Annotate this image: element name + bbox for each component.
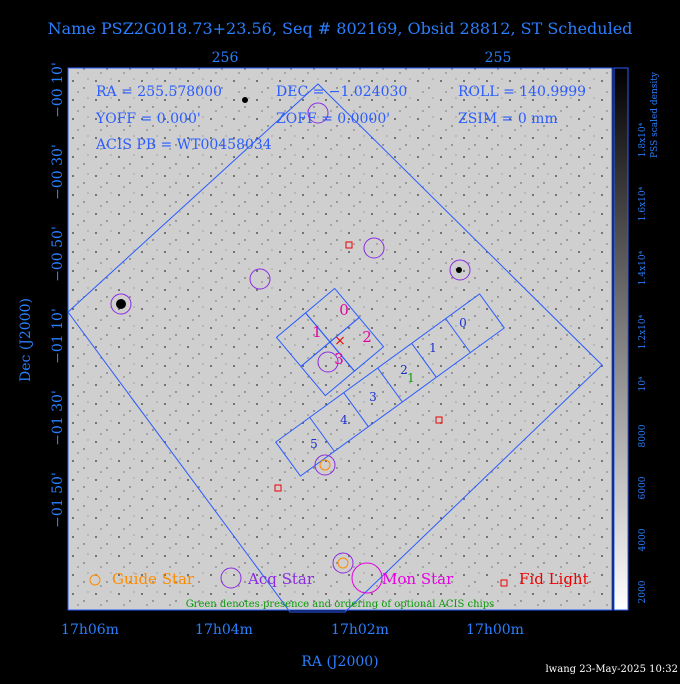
s-chip-label: 0 <box>459 316 467 330</box>
colorbar <box>613 67 629 611</box>
i-chip-label: 3 <box>334 350 344 368</box>
bottom-tick-label: 17h04m <box>195 622 253 638</box>
colorbar-label: 2000 <box>638 580 648 603</box>
x-axis-title: RA (J2000) <box>301 654 378 670</box>
s-chip-label: 3 <box>369 390 377 404</box>
fid-lights <box>274 241 508 587</box>
info-roll: ROLL = 140.9999 <box>458 84 586 100</box>
colorbar-label: 1.8x10⁴ <box>638 122 648 157</box>
acq-stars <box>110 102 471 589</box>
info-dec: DEC = −1.024030 <box>276 84 407 100</box>
legend-label: Fid Light <box>519 570 589 588</box>
colorbar-label: 1.6x10⁴ <box>638 186 648 221</box>
y-axis-title: Dec (J2000) <box>18 298 34 382</box>
s-chip-label: 1 <box>429 341 437 355</box>
note: Green denotes presence and ordering of o… <box>186 599 495 610</box>
acis-s <box>275 293 505 477</box>
optional-chip-label: 1 <box>407 371 415 385</box>
left-tick-label: −00 10' <box>50 62 66 118</box>
legend-label: Mon Star <box>382 570 454 588</box>
title: Name PSZ2G018.73+23.56, Seq # 802169, Ob… <box>48 19 633 38</box>
top-tick-label: 255 <box>485 50 512 66</box>
top-tick-label: 256 <box>212 50 239 66</box>
colorbar-label: 4000 <box>638 528 648 551</box>
acis-i <box>275 287 385 397</box>
bright-star <box>456 267 462 273</box>
field-outline <box>67 83 603 613</box>
left-tick-label: −00 30' <box>50 144 66 200</box>
info-zoff: ZOFF = 0.0000' <box>276 111 390 127</box>
colorbar-label: 8000 <box>638 424 648 447</box>
i-chip-label: 0 <box>339 301 349 319</box>
aimpoint: × <box>334 333 346 349</box>
bright-star <box>242 97 248 103</box>
s-chip-label: 5 <box>310 437 318 451</box>
legend-label: Guide Star <box>112 570 195 588</box>
colorbar-label: 1.4x10⁴ <box>638 250 648 285</box>
guide-stars <box>89 459 349 586</box>
info-ra: RA = 255.578000 <box>96 84 222 100</box>
bottom-tick-label: 17h06m <box>61 622 119 638</box>
info-yoff: YOFF = 0.000' <box>95 111 201 127</box>
left-tick-label: −01 30' <box>50 390 66 446</box>
info-zsim: ZSIM = 0 mm <box>458 111 558 127</box>
left-tick-label: −01 50' <box>50 472 66 528</box>
colorbar-label: 10⁴ <box>638 376 648 391</box>
sky-image <box>67 67 613 611</box>
colorbar-label: 6000 <box>638 476 648 499</box>
bottom-tick-label: 17h02m <box>331 622 389 638</box>
i-chip-label: 1 <box>312 323 322 341</box>
left-tick-label: −00 50' <box>50 226 66 282</box>
info-acis: ACIS PB = WT00458034 <box>95 137 272 153</box>
left-tick-label: −01 10' <box>50 308 66 364</box>
colorbar-title: PSS scaled density <box>650 71 660 158</box>
s-chip-label: 4 <box>340 413 348 427</box>
s-chip-label: 2 <box>400 363 408 377</box>
legend-label: Acq Star <box>247 570 315 588</box>
colorbar-label: 1.2x10⁴ <box>638 314 648 349</box>
i-chip-label: 2 <box>362 328 372 346</box>
bottom-tick-label: 17h00m <box>466 622 524 638</box>
mon-star <box>351 562 383 594</box>
footer: lwang 23-May-2025 10:32 <box>545 664 678 675</box>
bright-star <box>116 299 126 309</box>
